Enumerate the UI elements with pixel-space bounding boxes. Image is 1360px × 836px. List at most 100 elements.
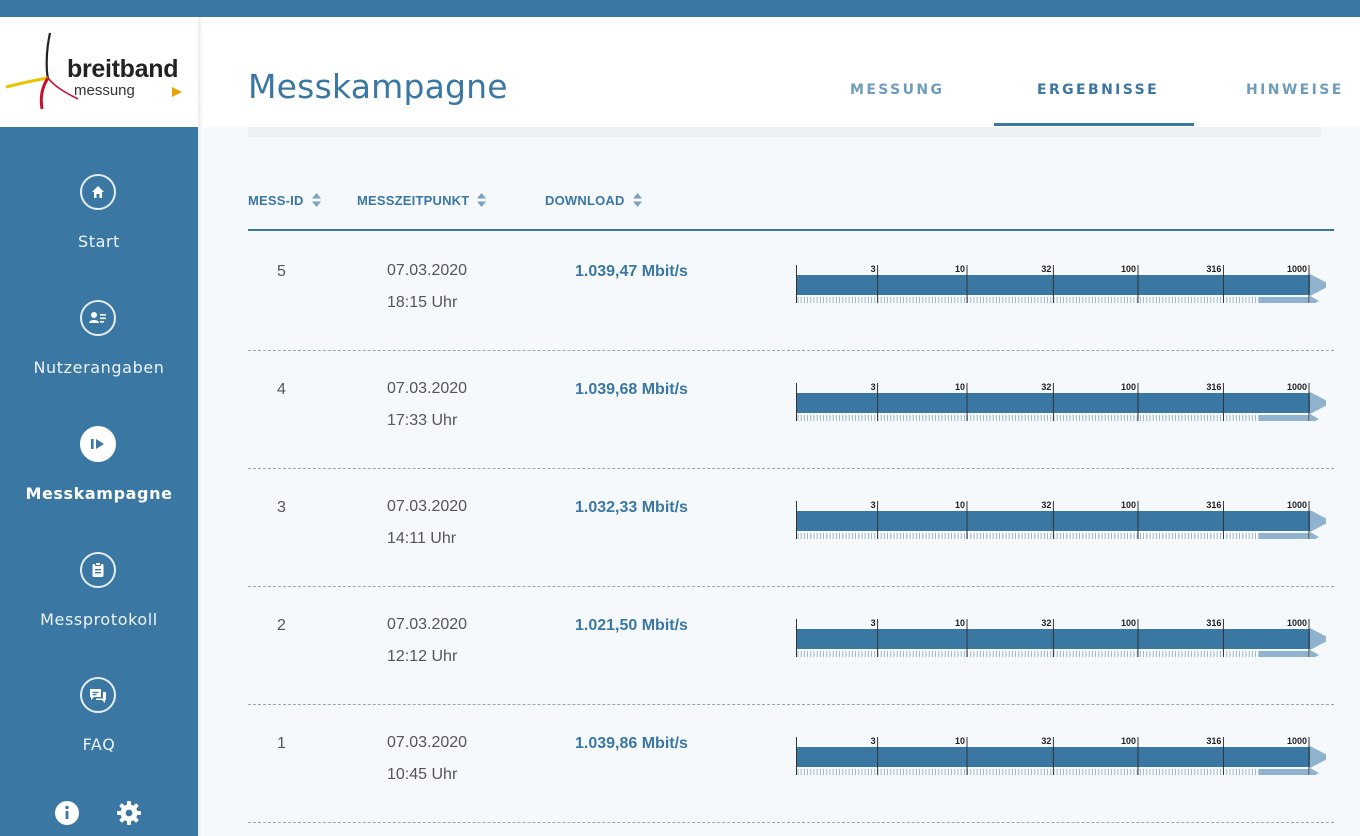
gear-icon[interactable] [116,800,142,831]
page-title: Messkampagne [248,67,508,106]
gauge-tick-label: 32 [1041,618,1051,628]
sidebar-item-messprotokoll[interactable]: Messprotokoll [0,552,198,662]
sidebar-item-nutzerangaben[interactable]: Nutzerangaben [0,300,198,410]
gauge-arrow-icon [1310,628,1326,650]
row-divider [248,468,1334,469]
gauge-tick-label: 3 [871,618,876,628]
table-row[interactable]: 5 07.03.2020 18:15 Uhr 1.039,47 Mbit/s 3 10 32… [248,233,1334,351]
mess-id-cell: 4 [277,381,286,398]
gauge-scale-end [1259,297,1309,303]
gauge-tick-label: 3 [871,500,876,510]
clipboard-icon [80,552,116,588]
table-row[interactable]: 1 07.03.2020 10:45 Uhr 1.039,86 Mbit/s 3 10 32… [248,705,1334,823]
results-panel [203,127,1360,836]
sort-icon [477,193,487,210]
table-row[interactable]: 4 07.03.2020 17:33 Uhr 1.039,68 Mbit/s 3 10 32… [248,351,1334,469]
row-divider [248,822,1334,823]
chat-icon [80,677,116,713]
column-header-mess-id[interactable]: MESS-ID [248,193,321,210]
table-row[interactable]: 3 07.03.2020 14:11 Uhr 1.032,33 Mbit/s 3 10 32… [248,469,1334,587]
mess-id-cell: 2 [277,617,286,634]
download-cell: 1.021,50 Mbit/s [575,617,688,634]
tab-hinweise[interactable]: HINWEISE [1246,82,1344,98]
messzeitpunkt-cell: 07.03.2020 14:11 Uhr [387,491,467,555]
sidebar-item-label: Messprotokoll [40,610,158,629]
gauge-tick-label: 1000 [1287,736,1307,746]
sort-icon [632,193,642,210]
messzeitpunkt-cell: 07.03.2020 18:15 Uhr [387,255,467,319]
time-text: 10:45 Uhr [387,766,458,783]
messzeitpunkt-cell: 07.03.2020 17:33 Uhr [387,373,467,437]
logo[interactable]: breitband messung [0,17,198,127]
top-accent-bar [0,0,1360,17]
page-header: Messkampagne MESSUNG ERGEBNISSE HINWEISE [203,17,1360,127]
gauge-scale-end [1259,769,1309,775]
mess-id-cell: 1 [277,735,286,752]
logo-wordmark: breitband [67,55,179,83]
row-divider [248,586,1334,587]
sidebar-item-messkampagne[interactable]: Messkampagne [0,426,198,536]
date-text: 07.03.2020 [387,498,468,515]
download-gauge: 3 10 32 100 316 1000 [796,382,1326,421]
gauge-tick-label: 100 [1121,500,1136,510]
gauge-tick-label: 1000 [1287,382,1307,392]
gauge-tick-label: 32 [1041,500,1051,510]
date-text: 07.03.2020 [387,380,468,397]
sidebar-item-faq[interactable]: FAQ [0,677,198,787]
gauge-tick-label: 316 [1206,382,1221,392]
date-text: 07.03.2020 [387,616,468,633]
gauge-tick-label: 1000 [1287,618,1307,628]
download-gauge: 3 10 32 100 316 1000 [796,264,1326,303]
sort-icon [311,193,321,210]
column-header-label: MESS-ID [248,193,304,208]
download-gauge: 3 10 32 100 316 1000 [796,500,1326,539]
gauge-tick-label: 1000 [1287,264,1307,274]
tab-messung[interactable]: MESSUNG [850,82,945,98]
row-divider [248,350,1334,351]
gauge-tick-label: 32 [1041,382,1051,392]
gauge-small-arrow-icon [1310,296,1319,303]
sidebar-footer [54,800,154,830]
gauge-tick-label: 10 [955,500,965,510]
mess-id-cell: 3 [277,499,286,516]
gauge-tick-label: 3 [871,382,876,392]
table-row[interactable]: 2 07.03.2020 12:12 Uhr 1.021,50 Mbit/s 3 10 32… [248,587,1334,705]
date-text: 07.03.2020 [387,262,468,279]
sidebar-shadow [198,17,203,836]
row-divider [248,704,1334,705]
time-text: 14:11 Uhr [387,530,457,547]
tab-ergebnisse[interactable]: ERGEBNISSE [1037,82,1160,98]
gauge-tick-label: 100 [1121,736,1136,746]
info-icon[interactable] [54,800,80,831]
sidebar: breitband messung Start Nutzerangaben Me… [0,17,198,836]
gauge-small-arrow-icon [1310,532,1319,539]
gauge-arrow-icon [1310,392,1326,414]
gauge-tick-label: 100 [1121,264,1136,274]
column-header-messzeitpunkt[interactable]: MESSZEITPUNKT [357,193,487,210]
column-header-label: MESSZEITPUNKT [357,193,470,208]
gauge-tick-label: 100 [1121,382,1136,392]
sidebar-item-label: Start [77,232,121,251]
gauge-tick-label: 316 [1206,500,1221,510]
gauge-tick-label: 32 [1041,264,1051,274]
gauge-tick-label: 10 [955,382,965,392]
time-text: 17:33 Uhr [387,412,458,429]
gauge-tick-label: 10 [955,264,965,274]
gauge-tick-label: 32 [1041,736,1051,746]
gauge-tick-label: 316 [1206,264,1221,274]
download-cell: 1.032,33 Mbit/s [575,499,688,516]
sidebar-item-label: Nutzerangaben [33,358,165,377]
download-cell: 1.039,68 Mbit/s [575,381,688,398]
gauge-tick-label: 10 [955,736,965,746]
download-cell: 1.039,47 Mbit/s [575,263,688,280]
gauge-tick-label: 1000 [1287,500,1307,510]
gauge-small-arrow-icon [1310,768,1319,775]
column-header-download[interactable]: DOWNLOAD [545,193,642,210]
messzeitpunkt-cell: 07.03.2020 12:12 Uhr [387,609,467,673]
gauge-tick-label: 3 [871,264,876,274]
gauge-tick-label: 316 [1206,736,1221,746]
gauge-tick-label: 316 [1206,618,1221,628]
user-card-icon [80,300,116,336]
gauge-scale-end [1259,651,1309,657]
sidebar-item-start[interactable]: Start [0,174,198,284]
